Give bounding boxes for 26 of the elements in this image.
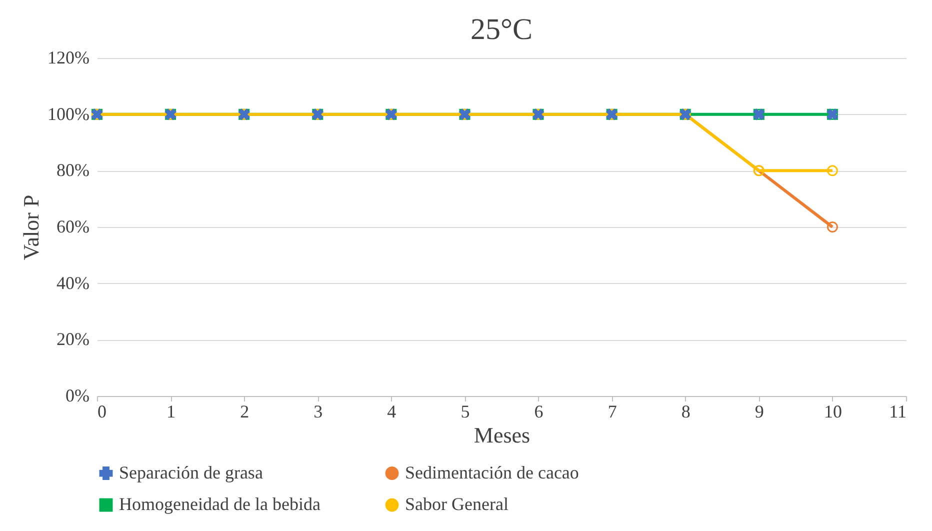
x-axis-title: Meses xyxy=(474,422,530,448)
legend-label: Sedimentación de cacao xyxy=(405,462,579,482)
x-tick-label: 2 xyxy=(240,402,250,422)
x-tick-label: 3 xyxy=(314,402,323,422)
x-tick-label: 1 xyxy=(166,402,176,422)
y-tick-label: 100% xyxy=(48,104,90,124)
y-tick-label: 120% xyxy=(48,48,90,68)
legend-label: Sabor General xyxy=(405,494,508,514)
x-tick-label: 4 xyxy=(387,402,396,422)
y-tick-label: 80% xyxy=(56,160,90,180)
x-tick-label: 10 xyxy=(824,402,842,422)
x-tick-label: 9 xyxy=(754,402,764,422)
x-tick-label: 6 xyxy=(534,402,544,422)
x-tick-label: 0 xyxy=(98,402,106,422)
y-tick-label: 60% xyxy=(56,216,90,236)
x-tick-label: 5 xyxy=(460,402,470,422)
legend-label: Homogeneidad de la bebida xyxy=(119,494,320,514)
x-tick-label: 8 xyxy=(681,402,690,422)
chart-title: 25°C xyxy=(470,13,533,46)
x-tick-label: 7 xyxy=(608,402,617,422)
x-tick-label: 11 xyxy=(889,402,906,422)
legend-label: Separación de grasa xyxy=(119,462,263,482)
y-axis-title: Valor P xyxy=(18,194,44,260)
y-tick-label: 0% xyxy=(66,386,90,406)
y-tick-label: 20% xyxy=(56,329,90,350)
y-tick-label: 40% xyxy=(56,272,90,293)
